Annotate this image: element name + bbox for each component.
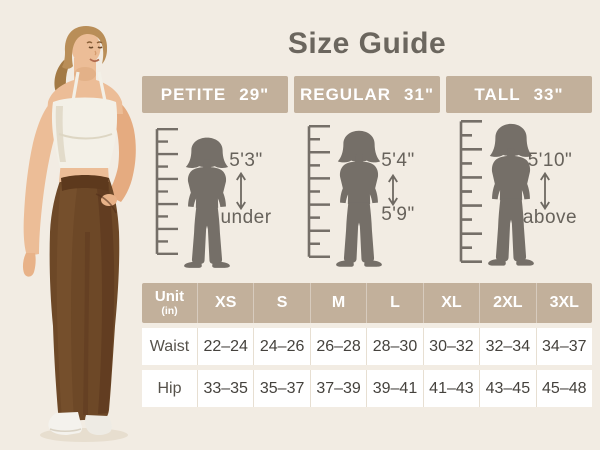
model-pocket-hand bbox=[101, 194, 117, 206]
page-title: Size Guide bbox=[287, 27, 447, 60]
ruler-icon bbox=[155, 128, 178, 255]
size-table: Unit (in) XS S M L XL 2XL 3XL Waist 22–2… bbox=[142, 283, 592, 407]
cell-hip-m: 37–39 bbox=[309, 370, 366, 407]
row-label: Hip bbox=[157, 379, 182, 397]
ruler-icon bbox=[307, 125, 330, 258]
cell-hip-s: 35–37 bbox=[253, 370, 309, 407]
model-front-arm bbox=[23, 100, 66, 256]
model-hand bbox=[22, 253, 36, 277]
fit-pill-petite: PETITE 29" bbox=[142, 76, 288, 113]
cell-waist-3xl: 34–37 bbox=[535, 328, 592, 365]
model-top bbox=[51, 97, 118, 168]
model-shoe-right bbox=[85, 415, 112, 435]
height-range-arrow-icon bbox=[540, 172, 550, 210]
col-header-l: L bbox=[366, 283, 422, 323]
row-label: Waist bbox=[149, 337, 190, 355]
inseam-value: 33" bbox=[533, 84, 564, 104]
inseam-value: 31" bbox=[404, 84, 435, 104]
height-limit-top: 5'3" bbox=[229, 150, 263, 171]
cell-hip-xl: 41–43 bbox=[422, 370, 479, 407]
height-limit-top: 5'4" bbox=[381, 150, 415, 171]
cell-waist-m: 26–28 bbox=[309, 328, 366, 365]
cell-hip-xs: 33–35 bbox=[197, 370, 253, 407]
cell-waist-2xl: 32–34 bbox=[479, 328, 535, 365]
height-panels: 5'3" under bbox=[142, 113, 592, 283]
fit-label: REGULAR bbox=[299, 84, 392, 104]
model-straps bbox=[71, 71, 107, 102]
height-limit-bottom: 5'9" bbox=[381, 204, 415, 225]
fit-options: PETITE 29" REGULAR 31" TALL 33" bbox=[142, 76, 592, 113]
cell-waist-xl: 30–32 bbox=[422, 328, 479, 365]
fit-label: TALL bbox=[474, 84, 521, 104]
size-table-row-waist: Waist 22–24 24–26 26–28 28–30 30–32 32–3… bbox=[142, 328, 592, 365]
size-guide-content: Size Guide PETITE 29" REGULAR 31" TALL 3… bbox=[142, 0, 592, 450]
size-table-header: Unit (in) XS S M L XL 2XL 3XL bbox=[142, 283, 592, 323]
col-header-xs: XS bbox=[197, 283, 253, 323]
model-hair bbox=[62, 26, 108, 69]
model-back-arm bbox=[107, 100, 136, 202]
figure-silhouette bbox=[488, 123, 534, 266]
col-header-2xl: 2XL bbox=[479, 283, 535, 323]
height-panel-regular: 5'4" 5'9" bbox=[294, 113, 440, 283]
size-table-row-hip: Hip 33–35 35–37 37–39 39–41 41–43 43–45 … bbox=[142, 370, 592, 407]
col-header-3xl: 3XL bbox=[535, 283, 592, 323]
inseam-value: 29" bbox=[239, 84, 270, 104]
fit-pill-tall: TALL 33" bbox=[446, 76, 592, 113]
height-limit-bottom: under bbox=[220, 207, 272, 228]
col-header-s: S bbox=[253, 283, 309, 323]
model-shoe-left bbox=[48, 412, 83, 435]
height-limit-top: 5'10" bbox=[527, 150, 573, 171]
ruler-icon bbox=[459, 120, 482, 263]
fit-pill-regular: REGULAR 31" bbox=[294, 76, 440, 113]
height-panel-petite: 5'3" under bbox=[142, 113, 288, 283]
figure-silhouette bbox=[184, 137, 230, 268]
cell-hip-3xl: 45–48 bbox=[535, 370, 592, 407]
height-range-arrow-icon bbox=[388, 174, 398, 206]
model-face bbox=[71, 31, 101, 65]
model-waistband bbox=[61, 175, 109, 191]
col-header-m: M bbox=[309, 283, 366, 323]
col-header-xl: XL bbox=[422, 283, 479, 323]
height-limit-bottom: above bbox=[522, 207, 578, 228]
fit-label: PETITE bbox=[160, 84, 227, 104]
cell-hip-2xl: 43–45 bbox=[479, 370, 535, 407]
cell-waist-s: 24–26 bbox=[253, 328, 309, 365]
figure-silhouette bbox=[336, 130, 382, 267]
cell-waist-xs: 22–24 bbox=[197, 328, 253, 365]
height-panel-tall: 5'10" above bbox=[446, 113, 592, 283]
cell-waist-l: 28–30 bbox=[366, 328, 422, 365]
height-range-arrow-icon bbox=[236, 172, 246, 210]
cell-hip-l: 39–41 bbox=[366, 370, 422, 407]
model-photo bbox=[22, 26, 136, 442]
col-header-unit: Unit (in) bbox=[154, 288, 185, 318]
